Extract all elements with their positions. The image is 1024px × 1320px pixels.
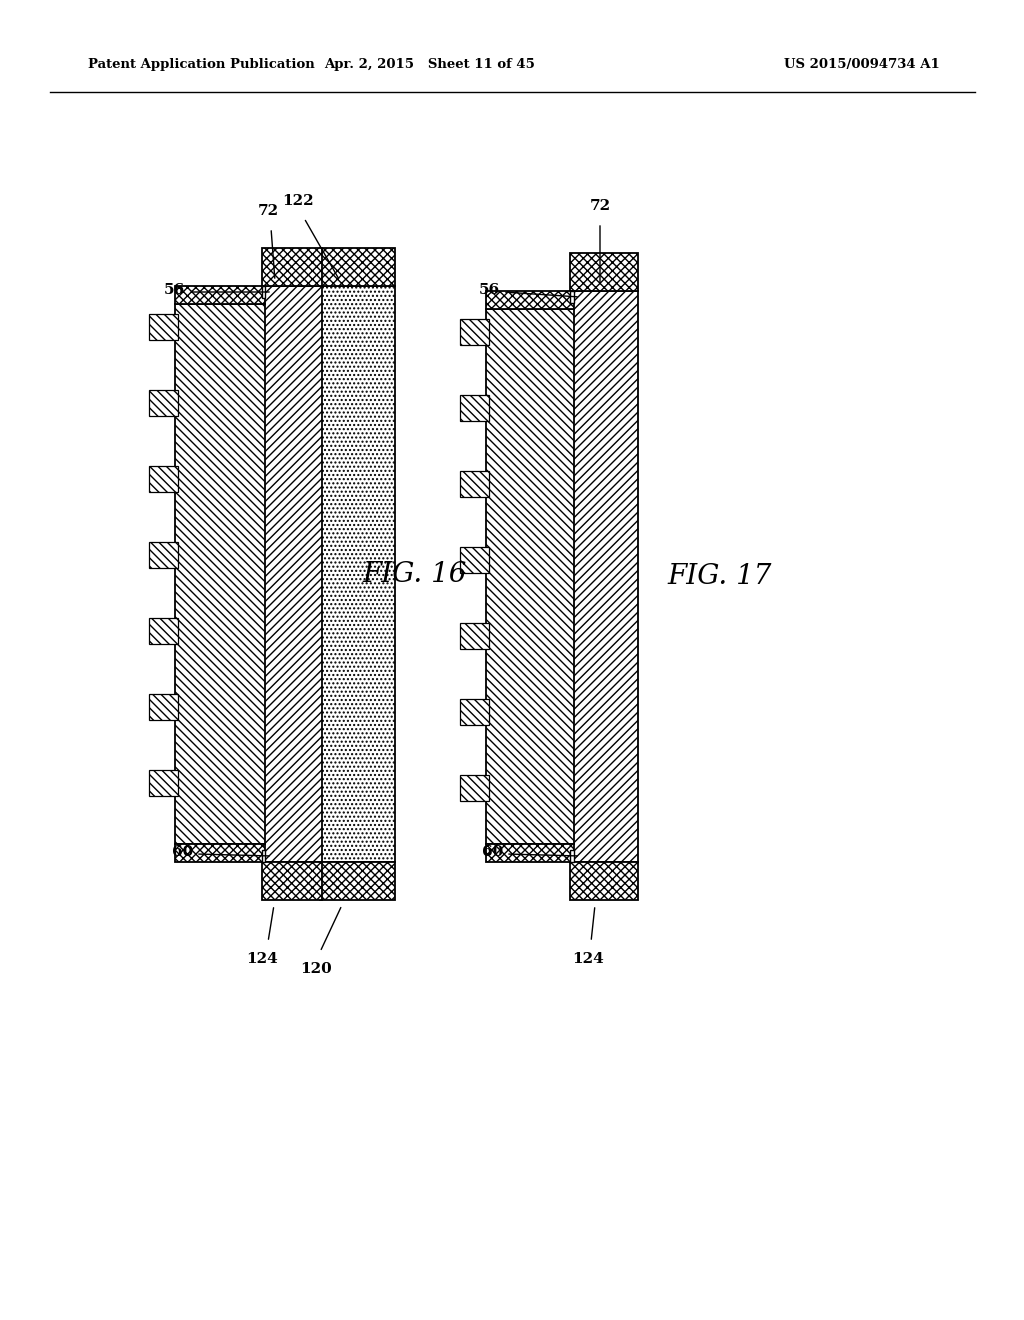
Bar xyxy=(262,850,265,862)
Text: 72: 72 xyxy=(590,199,610,213)
Text: 60: 60 xyxy=(172,845,193,859)
Text: FIG. 17: FIG. 17 xyxy=(668,564,772,590)
Bar xyxy=(460,471,489,498)
Bar xyxy=(486,843,574,862)
Bar xyxy=(570,253,638,290)
Text: FIG. 16: FIG. 16 xyxy=(362,561,467,587)
Text: Patent Application Publication: Patent Application Publication xyxy=(88,58,314,71)
Bar xyxy=(262,286,265,298)
Bar xyxy=(460,700,489,725)
Bar xyxy=(570,290,638,862)
Bar xyxy=(262,862,322,900)
Bar xyxy=(319,862,395,900)
Bar xyxy=(486,309,574,843)
Bar xyxy=(150,466,178,492)
Bar xyxy=(262,286,265,298)
Bar xyxy=(460,395,489,421)
Bar xyxy=(486,290,574,309)
Bar xyxy=(570,290,574,304)
Bar xyxy=(570,850,574,862)
Bar xyxy=(262,286,322,862)
Text: 72: 72 xyxy=(257,205,279,218)
Text: Apr. 2, 2015   Sheet 11 of 45: Apr. 2, 2015 Sheet 11 of 45 xyxy=(325,58,536,71)
Text: 60: 60 xyxy=(481,845,503,859)
Text: 120: 120 xyxy=(300,962,332,975)
Bar xyxy=(150,694,178,719)
Bar xyxy=(175,843,265,862)
Bar xyxy=(460,775,489,801)
Bar xyxy=(150,770,178,796)
Bar xyxy=(319,286,395,862)
Text: US 2015/0094734 A1: US 2015/0094734 A1 xyxy=(784,58,940,71)
Text: 56: 56 xyxy=(164,282,185,297)
Bar xyxy=(150,543,178,568)
Bar xyxy=(262,248,322,286)
Text: 122: 122 xyxy=(283,194,313,209)
Bar xyxy=(570,862,638,900)
Bar xyxy=(175,286,265,304)
Text: 124: 124 xyxy=(246,952,278,966)
Bar xyxy=(175,304,265,843)
Bar xyxy=(150,618,178,644)
Bar xyxy=(319,248,395,286)
Text: 56: 56 xyxy=(479,282,500,297)
Bar xyxy=(150,314,178,341)
Bar xyxy=(460,546,489,573)
Bar xyxy=(460,623,489,649)
Bar xyxy=(150,389,178,416)
Text: 124: 124 xyxy=(572,952,604,966)
Bar xyxy=(460,319,489,345)
